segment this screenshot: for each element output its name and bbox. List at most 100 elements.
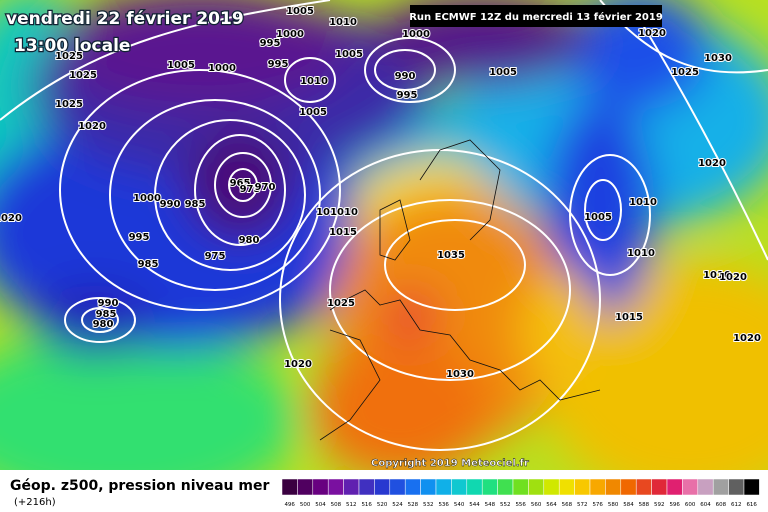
colorbar-label: 508 <box>331 502 342 508</box>
colorbar-swatch <box>743 478 760 496</box>
colorbar-label: 556 <box>515 502 526 508</box>
isobar-label: 970 <box>255 182 276 193</box>
colorbar-swatch <box>697 478 714 496</box>
copyright: Copyright 2019 Meteociel.fr <box>371 458 529 469</box>
colorbar-label: 504 <box>315 502 326 508</box>
colorbar-label: 548 <box>485 502 496 508</box>
colorbar-label: 560 <box>531 502 542 508</box>
colorbar-swatch <box>389 478 406 496</box>
isobar-label: 1015 <box>329 227 357 238</box>
colorbar-swatch <box>589 478 606 496</box>
colorbar-label: 588 <box>639 502 650 508</box>
colorbar-swatch <box>466 478 483 496</box>
colorbar-swatch <box>281 478 298 496</box>
colorbar-label: 516 <box>361 502 372 508</box>
colorbar-swatch <box>358 478 375 496</box>
isobar-label: 995 <box>129 232 150 243</box>
colorbar-swatch <box>543 478 560 496</box>
run-box <box>410 5 662 27</box>
isobar-label: 1020 <box>638 28 666 39</box>
isobar-label: 1025 <box>55 51 83 62</box>
colorbar-label: 608 <box>716 502 727 508</box>
colorbar-label: 564 <box>546 502 557 508</box>
isobar-label: 1005 <box>167 60 195 71</box>
isobar-label: 1010 <box>316 207 344 218</box>
colorbar-swatch <box>297 478 314 496</box>
colorbar-label: 532 <box>423 502 434 508</box>
colorbar-swatch <box>420 478 437 496</box>
colorbar-swatch <box>528 478 545 496</box>
isobar-label: 985 <box>138 259 159 270</box>
colorbar-label: 544 <box>469 502 480 508</box>
colorbar-swatch <box>635 478 652 496</box>
colorbar-swatch <box>343 478 360 496</box>
colorbar-label: 572 <box>577 502 588 508</box>
isobar-label: 990 <box>160 199 181 210</box>
isobar-label: 1005 <box>299 107 327 118</box>
isobar-label: 1025 <box>327 298 355 309</box>
isobar-label: 1025 <box>69 70 97 81</box>
colorbar-label: 616 <box>746 502 757 508</box>
colorbar-swatch <box>620 478 637 496</box>
colorbar-label: 552 <box>500 502 511 508</box>
colorbar-swatch <box>374 478 391 496</box>
isobar-label: 1035 <box>437 250 465 261</box>
isobar-label: 1010 <box>629 197 657 208</box>
colorbar-swatch <box>451 478 468 496</box>
isobar-label: 1020 <box>698 158 726 169</box>
colorbar-label: 520 <box>377 502 388 508</box>
isobar-label: 995 <box>268 59 289 70</box>
isobar-label: 975 <box>240 184 261 195</box>
isobar-label: 1020 <box>284 359 312 370</box>
date-label: vendredi 22 février 2019 <box>6 9 244 29</box>
colorbar-swatch <box>558 478 575 496</box>
colorbar-label: 612 <box>731 502 742 508</box>
colorbar-swatch <box>312 478 329 496</box>
colorbar: 496 500 504 508 512 516 520 524 528 532 536 540 544 5… <box>281 478 760 508</box>
colorbar-label: 596 <box>669 502 680 508</box>
colorbar-label: 536 <box>438 502 449 508</box>
isobar-label: 990 <box>395 71 416 82</box>
footer-title: Géop. z500, pression niveau mer <box>10 478 269 494</box>
isobar-label: 1020 <box>733 333 761 344</box>
isobar-label: 990 <box>98 298 119 309</box>
colorbar-swatch <box>327 478 344 496</box>
lead-time: (+216h) <box>14 497 56 508</box>
isobar-label: 1000 <box>208 63 236 74</box>
colorbar-swatch <box>497 478 514 496</box>
isobar-label: 1005 <box>286 6 314 17</box>
run-label: Run ECMWF 12Z du mercredi 13 février 201… <box>409 11 663 23</box>
colorbar-swatch <box>666 478 683 496</box>
isobar-label: 1010 <box>330 207 358 218</box>
isobar-label: 1005 <box>335 49 363 60</box>
colorbar-label: 540 <box>454 502 465 508</box>
isobar-label: 1025 <box>55 99 83 110</box>
isobar-label: 985 <box>96 309 117 320</box>
colorbar-label: 500 <box>300 502 311 508</box>
isobar-label: 1010 <box>703 270 731 281</box>
isobar-label: 1000 <box>276 29 304 40</box>
isobar-label: 1020 <box>78 121 106 132</box>
colorbar-swatch <box>512 478 529 496</box>
colorbar-swatch <box>605 478 622 496</box>
isobar-label: 980 <box>239 235 260 246</box>
isobar-label: 1000 <box>402 29 430 40</box>
colorbar-label: 604 <box>700 502 711 508</box>
isobar-label: 1020 <box>0 213 22 224</box>
isobar-label: 980 <box>93 319 114 330</box>
isobar-label: 1020 <box>719 272 747 283</box>
colorbar-swatch <box>404 478 421 496</box>
isobar-label: 985 <box>185 199 206 210</box>
isobar-label: 1010 <box>329 17 357 28</box>
isobar-label: 1010 <box>300 76 328 87</box>
colorbar-label: 576 <box>592 502 603 508</box>
isobar-label: 1025 <box>671 67 699 78</box>
isobar-label: 1030 <box>704 53 732 64</box>
colorbar-label: 580 <box>608 502 619 508</box>
isobar-label: 1005 <box>584 212 612 223</box>
colorbar-swatch <box>481 478 498 496</box>
colorbar-swatch <box>574 478 591 496</box>
